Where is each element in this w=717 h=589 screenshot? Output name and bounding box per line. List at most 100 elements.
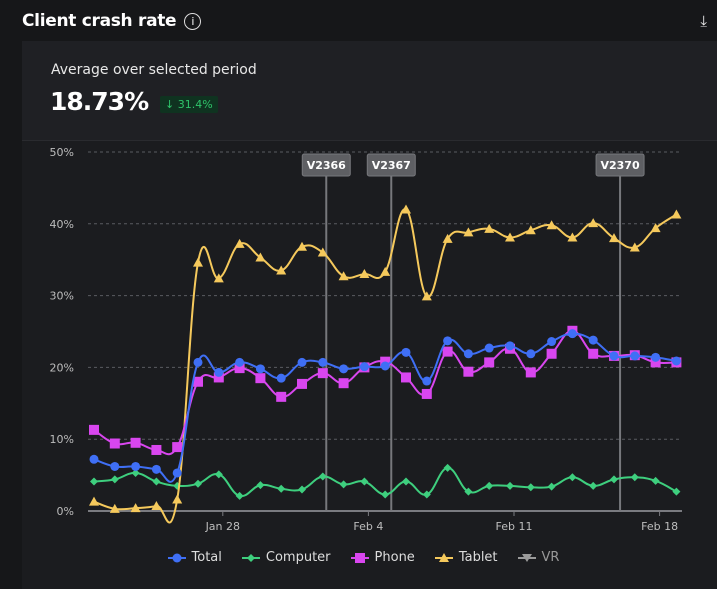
data-point-tablet: [650, 223, 661, 233]
data-point-computer: [610, 475, 618, 484]
data-point-computer: [235, 491, 244, 500]
data-point-computer: [402, 477, 410, 486]
chart-title: Client crash rate: [22, 11, 177, 31]
data-point-phone: [89, 424, 99, 435]
data-point-tablet: [567, 232, 578, 242]
data-point-tablet: [671, 209, 682, 219]
data-point-total: [630, 351, 640, 361]
data-point-total: [505, 341, 515, 351]
y-tick-label: 40%: [50, 218, 74, 231]
triangle-down-icon: [517, 553, 536, 562]
legend-item-vr[interactable]: VR: [517, 550, 559, 565]
data-point-total: [339, 364, 349, 374]
data-point-phone: [213, 372, 224, 383]
data-point-total: [297, 357, 307, 367]
data-point-total: [380, 361, 390, 371]
data-point-total: [588, 335, 598, 345]
data-point-total: [214, 367, 224, 377]
x-tick-label: Feb 4: [353, 520, 383, 533]
data-point-total: [359, 362, 369, 372]
y-tick-label: 50%: [50, 146, 74, 159]
data-point-tablet: [130, 503, 141, 513]
delta-value: 31.4%: [177, 98, 213, 111]
data-point-computer: [256, 481, 265, 490]
data-point-tablet: [629, 242, 640, 252]
download-icon[interactable]: ⤓: [700, 12, 707, 30]
data-point-phone: [421, 388, 432, 399]
data-point-total: [484, 343, 494, 353]
y-tick-label: 20%: [50, 361, 74, 374]
diamond-icon: [241, 553, 260, 562]
data-point-tablet: [588, 218, 599, 228]
data-point-total: [443, 336, 453, 346]
data-point-phone: [234, 363, 245, 374]
data-point-total: [235, 357, 245, 367]
triangle-icon: [434, 552, 453, 562]
data-point-tablet: [276, 265, 287, 275]
data-point-phone: [276, 391, 287, 402]
data-point-phone: [525, 367, 536, 378]
data-point-phone: [588, 348, 599, 359]
legend-label: Total: [191, 550, 222, 565]
data-point-phone: [172, 442, 183, 453]
series-phone: [89, 325, 682, 456]
data-point-tablet: [151, 500, 162, 510]
data-point-total: [547, 337, 557, 347]
data-point-tablet: [546, 220, 557, 230]
y-tick-label: 10%: [50, 433, 74, 446]
data-point-computer: [589, 481, 598, 490]
legend-item-total[interactable]: Total: [167, 550, 222, 565]
chart-title-bar: Client crash rate i: [22, 11, 202, 31]
legend-marker: [246, 553, 255, 562]
data-point-phone: [193, 376, 203, 387]
data-point-computer: [630, 473, 639, 482]
data-point-phone: [130, 437, 141, 448]
legend-item-computer[interactable]: Computer: [241, 550, 331, 565]
data-point-computer: [339, 480, 348, 489]
version-marker-label: V2366: [307, 159, 346, 172]
series-tablet: [89, 204, 682, 524]
data-point-computer: [90, 477, 98, 486]
data-point-computer: [131, 468, 140, 477]
data-point-total: [526, 349, 536, 359]
data-point-computer: [651, 476, 660, 485]
data-point-tablet: [109, 503, 120, 513]
data-point-total: [193, 357, 203, 367]
data-point-total: [255, 364, 265, 374]
info-icon[interactable]: i: [184, 12, 202, 30]
legend-marker: [172, 553, 182, 562]
data-point-total: [609, 351, 619, 361]
data-point-computer: [547, 482, 556, 491]
data-point-tablet: [317, 247, 328, 257]
data-point-tablet: [505, 232, 515, 242]
data-point-computer: [110, 475, 119, 484]
data-point-tablet: [89, 496, 99, 506]
arrow-down-icon: ↓: [165, 98, 178, 111]
data-point-computer: [485, 481, 494, 490]
legend-label: Computer: [265, 550, 331, 565]
legend-item-tablet[interactable]: Tablet: [434, 550, 498, 565]
data-point-total: [422, 376, 432, 386]
legend-item-phone[interactable]: Phone: [350, 550, 415, 565]
data-point-computer: [152, 477, 161, 486]
data-point-computer: [422, 490, 431, 499]
data-point-tablet: [380, 266, 391, 276]
legend-marker: [438, 552, 449, 562]
x-tick-label: Feb 11: [496, 520, 533, 533]
data-point-phone: [109, 438, 120, 449]
y-tick-label: 0%: [57, 505, 74, 518]
data-point-tablet: [234, 238, 245, 248]
data-point-total: [151, 464, 161, 474]
average-label: Average over selected period: [51, 62, 257, 78]
data-point-total: [567, 329, 577, 339]
data-point-total: [89, 454, 99, 464]
data-point-tablet: [463, 227, 474, 237]
legend: Total Computer Phone Tablet VR: [0, 550, 717, 565]
data-point-computer: [318, 472, 327, 481]
version-marker-label: V2370: [600, 159, 639, 172]
data-point-total: [671, 356, 681, 366]
version-marker-badge: [595, 153, 645, 177]
data-point-tablet: [609, 233, 619, 243]
data-point-computer: [298, 485, 306, 494]
data-point-phone: [546, 348, 557, 359]
